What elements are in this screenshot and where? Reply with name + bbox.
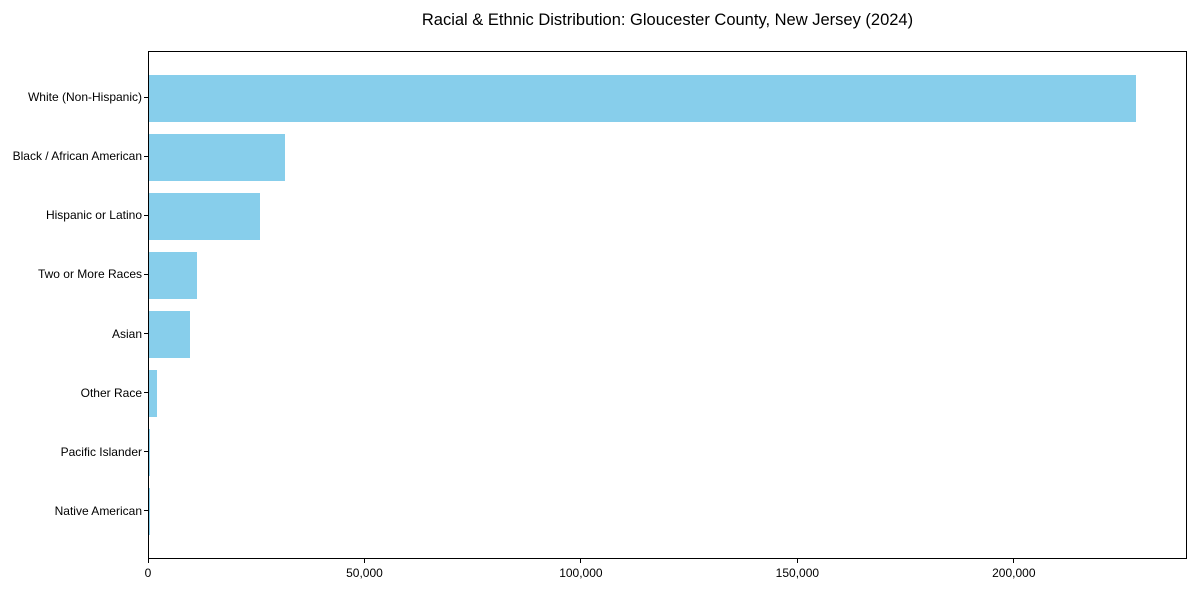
y-tick-mark <box>144 333 148 335</box>
y-axis-label: Two or More Races <box>37 267 142 282</box>
bar <box>149 133 285 181</box>
x-tick-label: 100,000 <box>559 566 603 580</box>
x-tick-mark <box>580 559 582 563</box>
bar <box>149 370 158 418</box>
y-axis-label: White (Non-Hispanic) <box>27 90 142 104</box>
x-tick-label: 0 <box>144 566 152 580</box>
y-axis-label: Black / African American <box>12 149 142 164</box>
x-tick-mark <box>1013 559 1015 563</box>
x-tick-label: 50,000 <box>346 566 383 580</box>
y-axis-label: Pacific Islander <box>60 444 142 459</box>
bar <box>149 311 191 359</box>
x-tick-label: 150,000 <box>775 566 820 580</box>
bar <box>149 192 261 240</box>
x-tick-mark <box>363 559 365 563</box>
y-axis-label: Asian <box>111 326 142 341</box>
y-tick-mark <box>144 155 148 157</box>
y-tick-mark <box>144 273 148 275</box>
bar <box>149 74 1137 122</box>
y-tick-mark <box>144 214 148 216</box>
x-tick-mark <box>147 559 149 563</box>
y-tick-mark <box>144 392 148 394</box>
plot-area <box>148 51 1187 559</box>
y-tick-mark <box>144 510 148 512</box>
y-axis-label: Hispanic or Latino <box>45 208 142 223</box>
bar <box>149 251 197 299</box>
y-axis-label: Other Race <box>80 385 142 400</box>
y-tick-mark <box>144 451 148 453</box>
chart-title: Racial & Ethnic Distribution: Gloucester… <box>421 11 914 29</box>
x-tick-mark <box>796 559 798 563</box>
y-tick-mark <box>144 96 148 98</box>
x-tick-label: 200,000 <box>992 566 1036 580</box>
bar <box>149 429 150 477</box>
y-axis-label: Native American <box>54 503 142 518</box>
